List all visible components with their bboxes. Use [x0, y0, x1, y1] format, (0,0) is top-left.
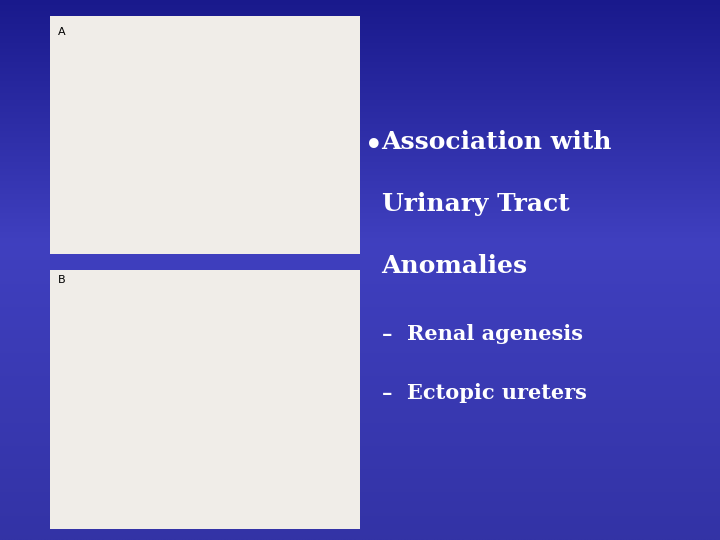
Text: –  Renal agenesis: – Renal agenesis [382, 324, 582, 344]
Text: A: A [58, 27, 66, 37]
Text: Association with: Association with [382, 130, 612, 153]
Text: –  Ectopic ureters: – Ectopic ureters [382, 383, 587, 403]
FancyBboxPatch shape [50, 16, 360, 254]
Text: Anomalies: Anomalies [382, 254, 528, 278]
Text: •: • [364, 130, 383, 163]
Text: B: B [58, 275, 66, 286]
Text: Urinary Tract: Urinary Tract [382, 192, 570, 215]
FancyBboxPatch shape [50, 270, 360, 529]
